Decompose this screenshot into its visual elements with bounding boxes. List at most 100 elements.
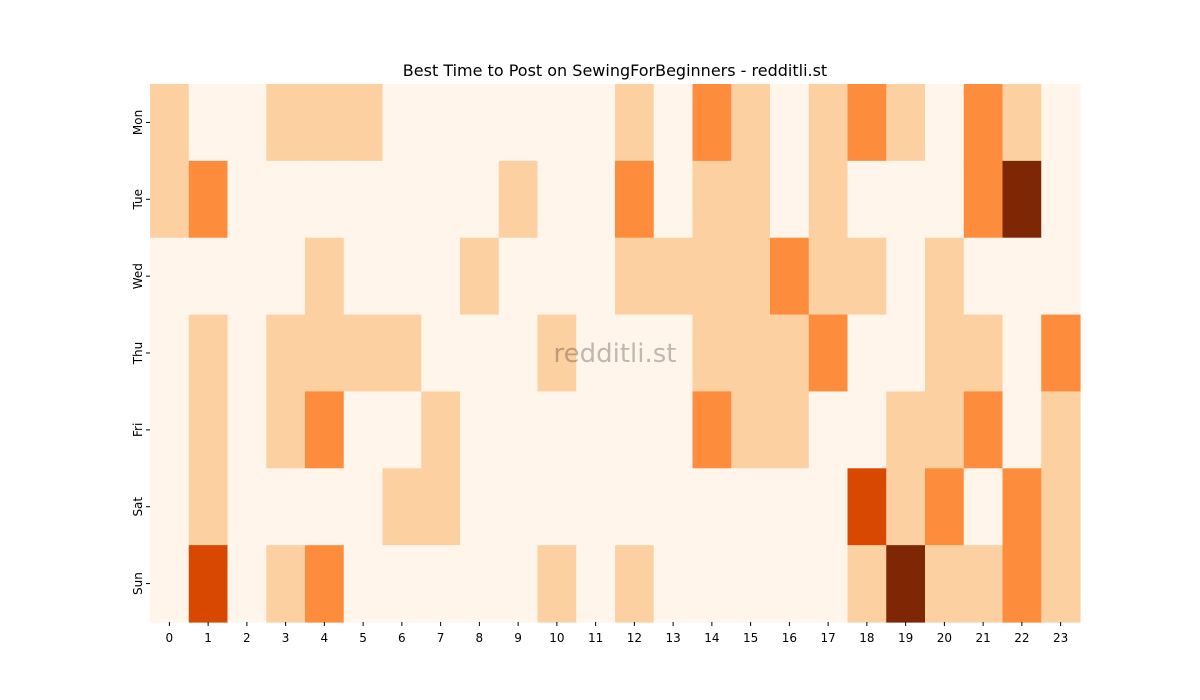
heatmap-cell bbox=[382, 468, 422, 546]
heatmap-cell bbox=[188, 84, 229, 162]
heatmap-cell bbox=[615, 468, 655, 546]
heatmap-cell bbox=[150, 84, 190, 162]
x-tick-label: 14 bbox=[704, 631, 719, 645]
y-tick-label: Sun bbox=[131, 572, 145, 595]
heatmap-cell bbox=[421, 237, 461, 316]
heatmap-cell bbox=[963, 314, 1004, 393]
x-tick-label: 15 bbox=[743, 631, 758, 645]
heatmap-cell bbox=[653, 84, 694, 162]
x-tick-label: 5 bbox=[359, 631, 367, 645]
heatmap-cell bbox=[460, 84, 500, 162]
heatmap-cell bbox=[188, 468, 229, 546]
heatmap-cell bbox=[1041, 391, 1081, 469]
heatmap-cell bbox=[266, 545, 306, 623]
heatmap-cell bbox=[343, 314, 384, 393]
heatmap-cell bbox=[847, 160, 887, 239]
heatmap-cell bbox=[692, 545, 732, 623]
heatmap-cell bbox=[808, 160, 849, 239]
heatmap-cell bbox=[382, 391, 422, 469]
heatmap-cell bbox=[808, 468, 849, 546]
x-tick-label: 7 bbox=[437, 631, 445, 645]
heatmap-cell bbox=[770, 237, 810, 316]
heatmap-cell bbox=[925, 314, 965, 393]
heatmap-cell bbox=[382, 160, 422, 239]
heatmap-cell bbox=[150, 545, 190, 623]
y-tick-label: Wed bbox=[131, 263, 145, 289]
x-tick-label: 23 bbox=[1053, 631, 1068, 645]
heatmap-cells bbox=[150, 84, 1081, 623]
heatmap-cell bbox=[266, 84, 306, 162]
heatmap-cell bbox=[653, 391, 694, 469]
heatmap-cell bbox=[421, 468, 461, 546]
heatmap-cell bbox=[1002, 545, 1042, 623]
heatmap-cell bbox=[343, 84, 384, 162]
x-tick-label: 16 bbox=[782, 631, 797, 645]
heatmap-cell bbox=[847, 391, 887, 469]
heatmap-cell bbox=[537, 314, 577, 393]
heatmap-cell bbox=[770, 468, 810, 546]
heatmap-cell bbox=[808, 545, 849, 623]
heatmap-cell bbox=[1002, 314, 1042, 393]
x-tick-label: 22 bbox=[1014, 631, 1029, 645]
heatmap-cell bbox=[382, 84, 422, 162]
heatmap-cell bbox=[421, 391, 461, 469]
heatmap-cell bbox=[188, 237, 229, 316]
heatmap-cell bbox=[847, 545, 887, 623]
heatmap-cell bbox=[421, 314, 461, 393]
heatmap-cell bbox=[808, 391, 849, 469]
heatmap-cell bbox=[1041, 314, 1081, 393]
heatmap-cell bbox=[925, 468, 965, 546]
heatmap-cell bbox=[808, 314, 849, 393]
heatmap-cell bbox=[227, 160, 267, 239]
heatmap-cell bbox=[692, 160, 732, 239]
x-tick-label: 13 bbox=[665, 631, 680, 645]
x-tick-label: 12 bbox=[627, 631, 642, 645]
heatmap-cell bbox=[886, 237, 926, 316]
x-tick-label: 3 bbox=[282, 631, 290, 645]
heatmap-cell bbox=[343, 160, 384, 239]
heatmap-cell bbox=[305, 84, 345, 162]
heatmap-cell bbox=[150, 314, 190, 393]
heatmap-cell bbox=[460, 237, 500, 316]
y-tick-label: Thu bbox=[131, 342, 145, 366]
heatmap-cell bbox=[925, 545, 965, 623]
heatmap-cell bbox=[692, 391, 732, 469]
heatmap-cell bbox=[421, 84, 461, 162]
heatmap-cell bbox=[576, 160, 616, 239]
heatmap-cell bbox=[615, 314, 655, 393]
heatmap-cell bbox=[266, 237, 306, 316]
heatmap-cell bbox=[576, 314, 616, 393]
heatmap-cell bbox=[925, 84, 965, 162]
x-tick-label: 8 bbox=[476, 631, 484, 645]
heatmap-cell bbox=[266, 391, 306, 469]
x-tick-label: 2 bbox=[243, 631, 251, 645]
heatmap-cell bbox=[963, 160, 1004, 239]
x-tick-label: 21 bbox=[975, 631, 990, 645]
heatmap-cell bbox=[886, 468, 926, 546]
heatmap-cell bbox=[770, 545, 810, 623]
heatmap-cell bbox=[653, 314, 694, 393]
x-tick-label: 6 bbox=[398, 631, 406, 645]
heatmap-cell bbox=[576, 391, 616, 469]
heatmap-cell bbox=[537, 84, 577, 162]
heatmap-cell bbox=[343, 468, 384, 546]
heatmap-cell bbox=[460, 314, 500, 393]
heatmap-cell bbox=[150, 160, 190, 239]
heatmap-cell bbox=[847, 314, 887, 393]
heatmap-cell bbox=[731, 160, 771, 239]
x-tick-label: 9 bbox=[514, 631, 522, 645]
heatmap-cell bbox=[188, 160, 229, 239]
heatmap-cell bbox=[382, 545, 422, 623]
heatmap-cell bbox=[305, 391, 345, 469]
heatmap-cell bbox=[615, 545, 655, 623]
heatmap-cell bbox=[227, 391, 267, 469]
y-tick-label: Sat bbox=[131, 497, 145, 517]
heatmap-cell bbox=[1002, 391, 1042, 469]
heatmap-cell bbox=[770, 314, 810, 393]
heatmap-cell bbox=[731, 468, 771, 546]
y-tick-label: Tue bbox=[131, 189, 145, 211]
heatmap-cell bbox=[731, 391, 771, 469]
heatmap-cell bbox=[1041, 237, 1081, 316]
heatmap-cell bbox=[576, 545, 616, 623]
